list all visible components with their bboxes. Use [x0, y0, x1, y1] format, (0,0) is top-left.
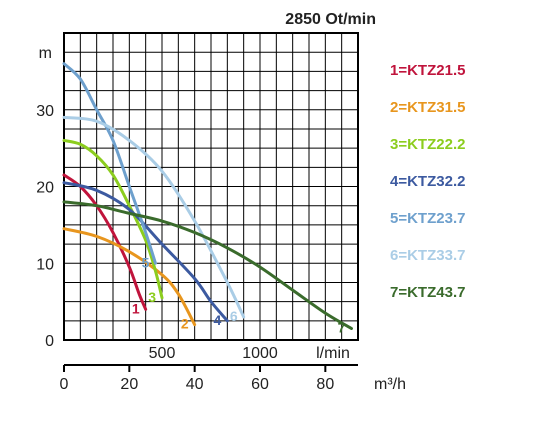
y-tick-label: 10	[36, 256, 54, 273]
chart-grid	[63, 32, 359, 341]
curve-label-2: 2	[181, 316, 189, 332]
y-tick-label: 30	[36, 103, 54, 120]
x-tick-label-m3h: 80	[316, 376, 334, 393]
curve-7	[62, 200, 353, 330]
legend-entry-3: 3=KTZ22.2	[390, 136, 465, 153]
curve-label-7: 7	[338, 319, 346, 335]
curve-6	[62, 115, 246, 319]
x-tick-label-m3h: 60	[251, 376, 269, 393]
x-tick-label-lmin: 1000	[242, 345, 278, 362]
curve-2	[62, 227, 197, 327]
plot-frame	[63, 32, 359, 341]
x-axis-label-lmin: l/min	[316, 345, 350, 362]
y-axis-label: m	[39, 45, 52, 62]
curve-3	[62, 138, 164, 300]
curve-4	[62, 181, 229, 323]
curve-5	[62, 62, 157, 265]
x-tick-label-lmin: 500	[149, 345, 176, 362]
curve-label-5: 5	[142, 254, 150, 270]
x-tick-label-m3h: 0	[60, 376, 69, 393]
chart-axes: 0 10 20 30 m 500 1000 l/min 0 20 40 60 80 m³/h 2850 Ot…	[36, 11, 406, 393]
x-tick-label-m3h: 20	[120, 376, 138, 393]
curve-label-6: 6	[230, 308, 238, 324]
curve-label-4: 4	[214, 312, 222, 328]
curve-label-1: 1	[132, 300, 140, 316]
chart-title: 2850 Ot/min	[285, 11, 376, 28]
y-tick-label: 20	[36, 180, 54, 197]
legend-entry-2: 2=KTZ31.5	[390, 99, 465, 116]
chart-legend: 1=KTZ21.5 2=KTZ31.5 3=KTZ22.2 4=KTZ32.2 5=KT…	[390, 62, 465, 301]
legend-entry-7: 7=KTZ43.7	[390, 284, 465, 301]
legend-entry-5: 5=KTZ23.7	[390, 210, 465, 227]
y-tick-label: 0	[45, 333, 54, 350]
chart-curves: 1 2 3 4 5 6 7	[62, 62, 353, 335]
x-axis-label-m3h: m³/h	[374, 376, 406, 393]
legend-entry-4: 4=KTZ32.2	[390, 173, 465, 190]
curve-label-3: 3	[148, 289, 156, 305]
legend-entry-6: 6=KTZ33.7	[390, 247, 465, 264]
legend-entry-1: 1=KTZ21.5	[390, 62, 465, 79]
x-tick-label-m3h: 40	[186, 376, 204, 393]
